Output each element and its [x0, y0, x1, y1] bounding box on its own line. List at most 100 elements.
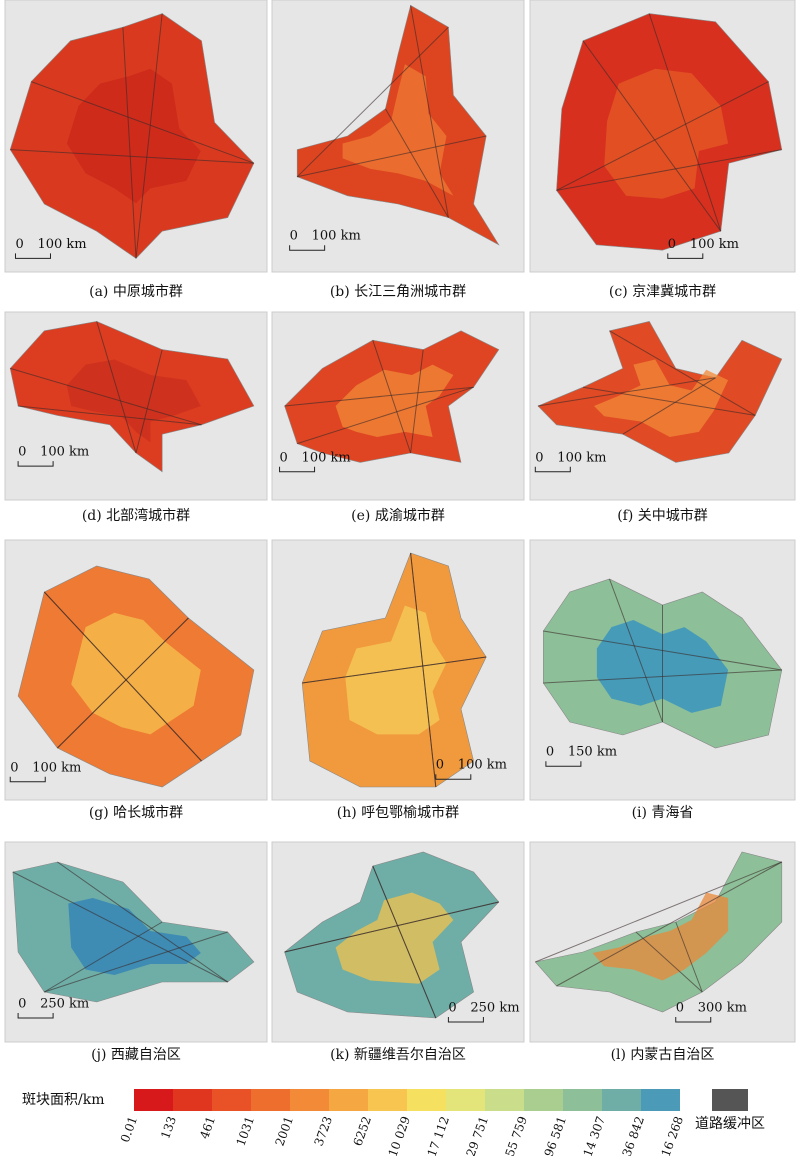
legend-label: 0.01 [118, 1114, 140, 1144]
scale-label: 150 km [568, 745, 617, 760]
legend-label: 133 [158, 1114, 179, 1140]
caption: (j) 西藏自治区 [91, 1047, 181, 1063]
legend-swatch [524, 1089, 563, 1111]
road [372, 340, 412, 454]
road [43, 591, 202, 762]
road [10, 149, 254, 164]
map-panel: 0 100 km [4, 0, 268, 273]
sub-region [335, 892, 454, 984]
scale-zero: 0 [535, 450, 543, 465]
caption: (h) 呼包鄂榆城市群 [337, 804, 459, 821]
legend-swatch [407, 1089, 446, 1111]
road [31, 81, 255, 164]
region [534, 851, 783, 1013]
scale-label: 100 km [32, 760, 81, 775]
legend-swatch [251, 1089, 290, 1111]
scale-zero: 0 [448, 1001, 456, 1016]
road [44, 931, 228, 993]
legend-label: 14 307 [581, 1114, 609, 1156]
legend-label: 3723 [312, 1114, 336, 1147]
buffer-label: 道路缓冲区 [695, 1116, 765, 1132]
road [284, 386, 474, 407]
map-panel: 0 100 km [4, 539, 268, 801]
map-panel: 0 100 km [271, 539, 525, 801]
scale-label: 250 km [40, 997, 89, 1012]
map-panel: 0 250 km [271, 841, 525, 1043]
scale-bar [9, 776, 46, 783]
buffer-swatch [712, 1089, 748, 1111]
scale-label: 100 km [458, 758, 507, 773]
scale-bar [17, 461, 54, 467]
road [609, 330, 756, 416]
sub-region [335, 364, 454, 437]
road [384, 108, 449, 218]
sub-region [66, 359, 201, 443]
legend-swatch [602, 1089, 641, 1111]
scale-bar [675, 1017, 712, 1023]
scale-label: 300 km [698, 1001, 747, 1016]
road [410, 349, 424, 454]
road [543, 669, 782, 684]
road [556, 861, 782, 987]
road [537, 377, 716, 407]
caption: (b) 长江三角洲城市群 [330, 283, 466, 300]
scale-zero: 0 [676, 1001, 684, 1016]
scale-zero: 0 [546, 745, 554, 760]
scale-bar [545, 761, 582, 767]
caption: (c) 京津冀城市群 [609, 283, 716, 300]
road [535, 861, 782, 963]
scale-label: 100 km [312, 229, 361, 244]
map-panel: 0 100 km [529, 311, 796, 501]
road [582, 40, 722, 232]
legend-label: 6252 [351, 1114, 375, 1147]
map-panel: 0 150 km [529, 539, 796, 801]
road [296, 26, 449, 178]
road [556, 149, 782, 191]
scale-bar [534, 466, 571, 473]
map-panel: 0 300 km [529, 841, 796, 1043]
road [284, 901, 499, 953]
map-panel: 0 250 km [4, 841, 268, 1043]
road [635, 931, 703, 993]
scale-label: 100 km [37, 237, 86, 252]
map-panel: 0 100 km [4, 311, 268, 501]
legend-label: 55 759 [503, 1114, 531, 1156]
sub-region [592, 892, 729, 981]
scale-zero: 0 [18, 445, 26, 460]
scale-zero: 0 [668, 237, 676, 252]
road [57, 861, 228, 983]
scale-zero: 0 [280, 450, 288, 465]
scale-zero: 0 [10, 760, 18, 775]
scale-zero: 0 [436, 758, 444, 773]
legend-label: 1031 [234, 1114, 258, 1147]
road [609, 578, 663, 723]
legend-label: 461 [197, 1114, 218, 1140]
scale-bar [435, 774, 472, 780]
caption: (k) 新疆维吾尔自治区 [330, 1047, 466, 1063]
road [297, 386, 474, 445]
legend-label: 10 029 [386, 1114, 414, 1156]
scale-zero: 0 [18, 997, 26, 1012]
caption: (l) 内蒙古自治区 [611, 1047, 715, 1063]
map-panel: 0 100 km [271, 311, 525, 501]
scale-label: 100 km [40, 445, 89, 460]
caption: (g) 哈长城市群 [89, 804, 183, 821]
scale-label: 100 km [690, 237, 739, 252]
scale-label: 250 km [470, 1001, 519, 1016]
road [556, 81, 769, 191]
legend-label: 29 751 [464, 1114, 492, 1156]
sub-region [594, 359, 729, 437]
road [302, 656, 487, 684]
scale-zero: 0 [15, 237, 23, 252]
legend-label: 17 112 [425, 1114, 453, 1156]
road [10, 367, 202, 426]
legend-swatch [329, 1089, 368, 1111]
map-panel: 0 100 km [529, 0, 796, 273]
legend-title: 斑块面积/km [22, 1092, 104, 1108]
scale-label: 100 km [302, 450, 351, 465]
legend-swatch [485, 1089, 524, 1111]
road [675, 921, 703, 993]
map-panel: 0 100 km [271, 0, 525, 273]
